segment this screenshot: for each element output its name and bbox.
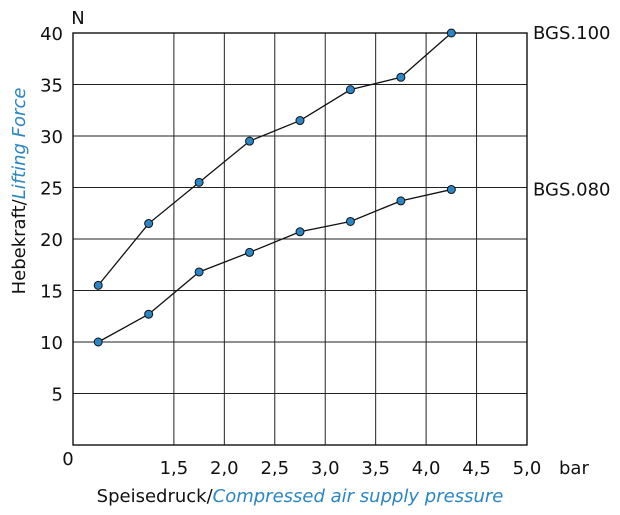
data-point <box>93 280 103 290</box>
y-tick-label: 5 <box>52 385 63 406</box>
data-point <box>144 219 154 229</box>
series-label: BGS.080 <box>533 180 610 201</box>
grid <box>73 32 527 445</box>
data-point <box>345 85 355 95</box>
x-axis-title-de: Speisedruck/ <box>97 486 214 507</box>
data-point <box>446 185 456 195</box>
data-point <box>245 136 255 146</box>
x-tick-label: 3,5 <box>361 458 390 479</box>
x-tick-label: 3,0 <box>311 458 340 479</box>
series-line <box>97 188 452 343</box>
x-tick-label: 5,0 <box>513 458 542 479</box>
data-point <box>245 247 255 257</box>
x-axis-title-en: Compressed air supply pressure <box>213 486 504 507</box>
origin-label: 0 <box>62 449 73 470</box>
x-tick-label: 2,5 <box>260 458 289 479</box>
y-tick-label: 35 <box>40 76 63 97</box>
y-tick-label: 15 <box>40 282 63 303</box>
x-axis-title: Speisedruck/Compressed air supply pressu… <box>97 486 504 507</box>
x-tick-label: 1,5 <box>160 458 189 479</box>
y-tick-label: 10 <box>40 333 63 354</box>
x-tick-label: 2,0 <box>210 458 239 479</box>
y-axis-title-en: Lifting Force <box>9 88 30 200</box>
x-unit-label: bar <box>559 458 589 479</box>
data-point <box>144 309 154 319</box>
data-point <box>194 177 204 187</box>
y-axis-title-de: Hebekraft/ <box>9 198 30 294</box>
x-tick-label: 4,0 <box>412 458 441 479</box>
data-point <box>295 116 305 126</box>
data-point <box>93 337 103 347</box>
data-point <box>446 28 456 38</box>
series-line <box>97 32 452 286</box>
series-label: BGS.100 <box>533 23 610 44</box>
data-point <box>396 72 406 82</box>
y-tick-label: 20 <box>40 230 63 251</box>
axes <box>72 32 528 446</box>
y-tick-label: 25 <box>40 179 63 200</box>
series-layer <box>93 28 456 347</box>
labels-layer: 5 10 15 20 25 30 35 40 1,5 2,0 2,5 3,0 3,5 4,0 4,5 5,0 b… <box>40 23 610 479</box>
y-tick-label: 40 <box>40 24 63 45</box>
plot-frame <box>72 32 528 446</box>
data-point <box>194 267 204 277</box>
x-tick-label: 4,5 <box>462 458 491 479</box>
y-unit-label: N <box>71 8 84 29</box>
data-point <box>396 196 406 206</box>
y-axis-title: Hebekraft/Lifting Force <box>9 88 30 295</box>
data-point <box>295 227 305 237</box>
y-tick-label: 30 <box>40 127 63 148</box>
data-point <box>345 216 355 226</box>
